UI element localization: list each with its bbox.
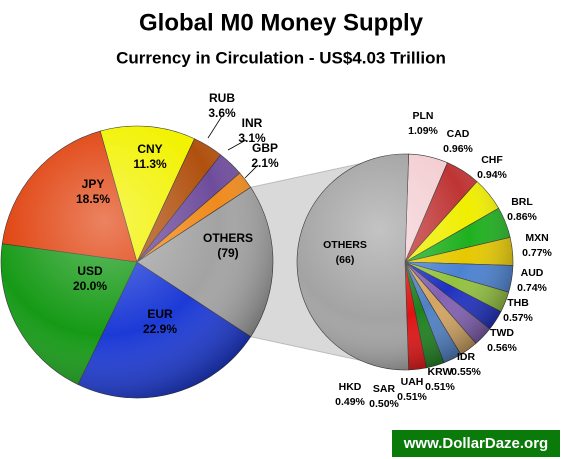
value-label: 0.50% (369, 398, 399, 410)
value-label: 1.09% (408, 125, 438, 137)
slice-label: HKD (339, 381, 362, 393)
slice-label: INR (242, 116, 263, 130)
slice-label: OTHERS (203, 231, 253, 245)
value-label: 0.55% (451, 366, 481, 378)
value-label: 0.94% (477, 169, 507, 181)
leader-line (244, 164, 259, 179)
value-label: 22.9% (143, 322, 177, 336)
slice-label: OTHERS (323, 239, 367, 251)
value-label: 0.77% (522, 247, 552, 259)
pie (296, 153, 514, 371)
slice-label: SAR (373, 383, 396, 395)
slice-label: KRW (428, 366, 453, 378)
slice-label: RUB (209, 91, 235, 105)
others-count: (66) (336, 254, 355, 266)
slice-label: JPY (82, 177, 105, 191)
value-label: 0.56% (487, 342, 517, 354)
slice-label: USD (77, 264, 103, 278)
value-label: 0.49% (335, 396, 365, 408)
value-label: 18.5% (76, 192, 110, 206)
slice-label: GBP (252, 141, 278, 155)
value-label: 2.1% (251, 156, 279, 170)
slice-label: AUD (521, 267, 544, 279)
slice-label: IDR (457, 351, 476, 363)
watermark: www.DollarDaze.org (403, 435, 548, 452)
value-label: 3.1% (238, 131, 266, 145)
watermark-box (392, 430, 560, 457)
slice-label: UAH (401, 376, 424, 388)
value-label: 0.96% (443, 143, 473, 155)
slice-label: THB (507, 297, 529, 309)
value-label: 20.0% (73, 279, 107, 293)
slice-label: CAD (447, 128, 470, 140)
value-label: 0.86% (507, 211, 537, 223)
slice-label: CNY (137, 142, 162, 156)
leader-line (207, 115, 223, 139)
value-label: 0.57% (503, 312, 533, 324)
chart-title: Global M0 Money Supply (139, 9, 424, 36)
others-count: (79) (217, 246, 238, 260)
value-label: 0.51% (397, 391, 427, 403)
slice-label: CHF (481, 154, 503, 166)
value-label: 3.6% (208, 106, 236, 120)
value-label: 11.3% (133, 157, 167, 171)
slice-label: BRL (511, 196, 533, 208)
slice-label: EUR (147, 307, 173, 321)
slice-label: MXN (525, 232, 548, 244)
slice-label: PLN (413, 110, 434, 122)
leader-line (227, 139, 247, 151)
chart-subtitle: Currency in Circulation - US$4.03 Trilli… (116, 48, 446, 67)
value-label: 0.51% (425, 381, 455, 393)
slice-label: TWD (490, 327, 514, 339)
value-label: 0.74% (517, 282, 547, 294)
